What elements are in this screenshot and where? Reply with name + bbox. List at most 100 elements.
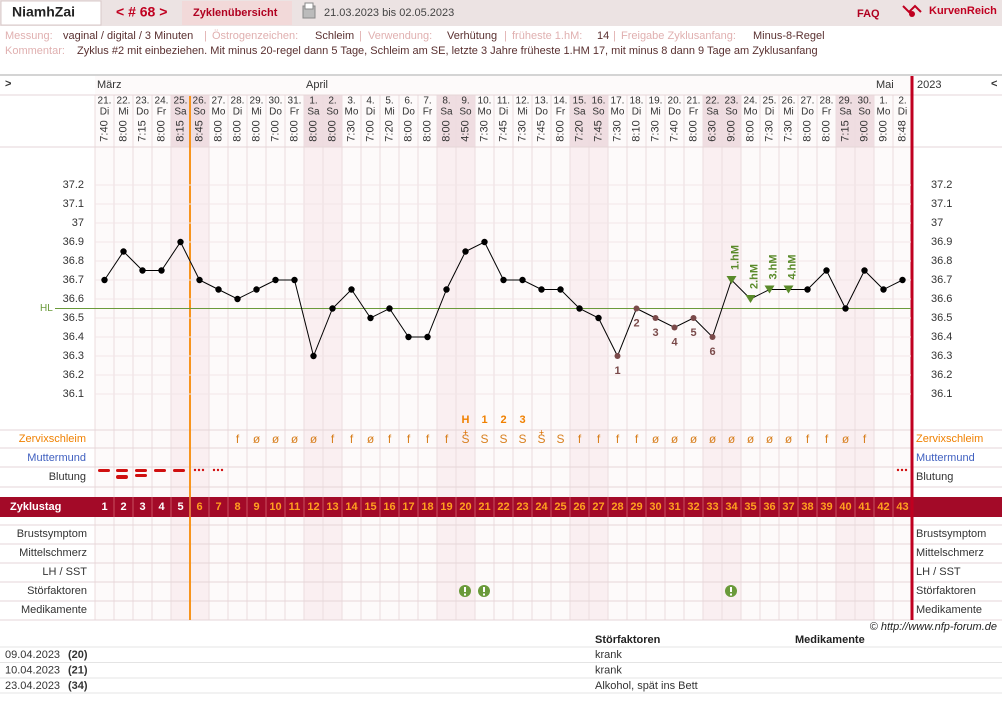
weekday-label: Mo — [744, 107, 758, 118]
weekend-header — [171, 95, 190, 147]
temperature-point — [101, 276, 108, 284]
day-label: 9. — [461, 96, 469, 107]
weekday-label: So — [326, 107, 339, 118]
info-label: Verwendung: — [368, 30, 432, 42]
table-date: 23.04.2023 — [5, 680, 60, 692]
cycle-day: 23 — [516, 501, 528, 513]
time-label: 8:00 — [554, 120, 566, 141]
icon-dot — [730, 593, 732, 596]
weekday-label: So — [193, 107, 206, 118]
time-label: 7:20 — [573, 120, 585, 141]
table-day: (20) — [68, 649, 88, 661]
overview-tab[interactable] — [182, 1, 292, 25]
y-tick-label: 36.9 — [63, 236, 84, 248]
date-range: 21.03.2023 bis 02.05.2023 — [324, 7, 454, 19]
weekday-label: Mo — [345, 107, 359, 118]
site-name[interactable]: KurvenReich — [929, 5, 997, 17]
bleeding-marks — [98, 468, 908, 479]
info-label: Kommentar: — [5, 45, 65, 57]
info-value: Verhütung — [447, 30, 497, 42]
row-label: Brustsymptom — [17, 528, 87, 540]
day-label: 7. — [423, 96, 431, 107]
mucus-symbol: ø — [747, 432, 755, 446]
y-tick-label: 36.7 — [63, 274, 84, 286]
cycle-day: 18 — [421, 501, 433, 513]
peak-label: H — [462, 414, 470, 426]
temperature-point — [538, 286, 545, 293]
cycle-day: 36 — [763, 501, 775, 513]
mucus-symbol: ø — [291, 432, 299, 446]
disturbance-icon[interactable] — [459, 585, 471, 597]
time-label: 7:30 — [649, 120, 661, 141]
mucus-extra: + — [539, 427, 544, 437]
mucus-symbol: ø — [728, 432, 736, 446]
time-label: 6:30 — [706, 120, 718, 141]
peak-label: 1 — [481, 414, 487, 426]
logo-dot — [909, 11, 915, 17]
time-label: 8:00 — [326, 120, 338, 141]
cycle-day: 34 — [725, 501, 738, 513]
mucus-symbol: ø — [785, 432, 793, 446]
overview-link[interactable]: Zyklenübersicht — [193, 7, 278, 19]
disturbance-icon[interactable] — [725, 585, 737, 597]
day-label: 18. — [630, 96, 644, 107]
cycle-day: 30 — [649, 501, 661, 513]
bleeding-dot — [896, 468, 900, 472]
hm-marker — [764, 285, 775, 294]
print-icon[interactable] — [302, 2, 316, 19]
day-label: 10. — [478, 96, 492, 107]
cycle-day: 40 — [839, 501, 851, 513]
day-label: 4. — [366, 96, 374, 107]
cycle-day: 13 — [326, 501, 338, 513]
y-tick-label: 36.3 — [931, 350, 952, 362]
weekend-band — [456, 147, 475, 620]
temperature-point — [595, 314, 602, 322]
copyright[interactable]: © http://www.nfp-forum.de — [870, 621, 997, 633]
mucus-symbol: S — [556, 432, 564, 446]
site-logo[interactable] — [902, 4, 922, 17]
cycle-day: 32 — [687, 501, 699, 513]
cycle-day: 16 — [383, 501, 395, 513]
cycle-day: 29 — [630, 501, 642, 513]
weekend-header — [304, 95, 323, 147]
faq-link[interactable]: FAQ — [857, 8, 880, 20]
weekend-band — [437, 147, 456, 620]
time-label: 8:10 — [630, 120, 642, 141]
icon-dot — [483, 593, 485, 596]
hm-marker — [783, 285, 794, 294]
time-label: 8:00 — [231, 120, 243, 141]
weekday-label: Do — [269, 107, 282, 118]
weekday-label: Sa — [307, 107, 320, 118]
temperature-point — [861, 267, 868, 274]
mucus-symbol: ø — [690, 432, 698, 446]
y-tick-label: 36.4 — [63, 331, 84, 343]
logo-icon — [902, 4, 922, 14]
day-label: 30. — [269, 96, 283, 107]
day-label: 28. — [820, 96, 834, 107]
temperature-point — [196, 276, 203, 284]
time-label: 7:40 — [98, 120, 110, 141]
weekday-label: Di — [898, 107, 907, 118]
cycle-day: 22 — [497, 501, 509, 513]
disturbance-icons — [459, 585, 737, 597]
nav-next[interactable]: < — [991, 78, 997, 90]
day-label: 13. — [535, 96, 549, 107]
disturbance-icon[interactable] — [478, 585, 490, 597]
mucus-symbol: f — [806, 432, 810, 446]
nav-prev[interactable]: > — [5, 78, 11, 90]
time-label: 8:00 — [402, 120, 414, 141]
row-label: Zyklustag — [10, 501, 61, 513]
table-day: (34) — [68, 680, 88, 692]
weekday-label: Mi — [783, 107, 794, 118]
day-label: 22. — [117, 96, 131, 107]
row-label: Mittelschmerz — [916, 547, 984, 559]
bleeding-mark — [135, 474, 147, 477]
cycle-day: 35 — [744, 501, 756, 513]
cycle-nav[interactable]: < # 68 > — [116, 4, 167, 20]
header-bar — [0, 0, 1002, 26]
separator: | — [504, 30, 507, 42]
day-label: 6. — [404, 96, 412, 107]
cycle-day: 4 — [158, 501, 165, 513]
y-tick-label: 37.2 — [931, 179, 952, 191]
